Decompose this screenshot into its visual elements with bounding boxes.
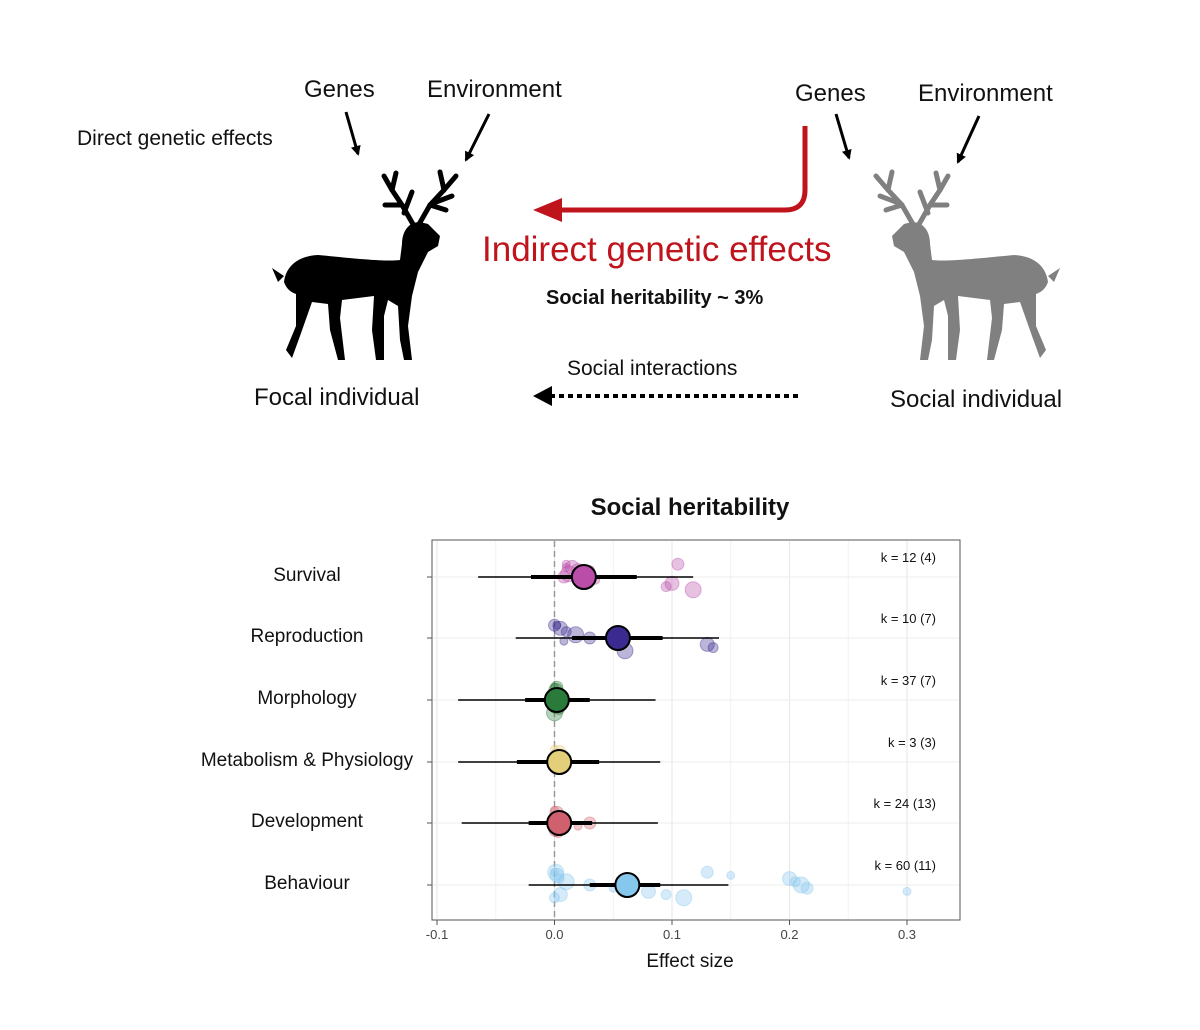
data-point	[671, 557, 685, 571]
data-point	[552, 620, 568, 636]
category-label: Development	[251, 811, 363, 832]
focal-deer-icon	[272, 169, 459, 360]
estimate-point	[546, 810, 573, 836]
environment-arrow-right	[956, 115, 981, 164]
social-interactions-arrow-head	[533, 386, 552, 406]
x-tick-label: 0.2	[780, 927, 799, 942]
right-genes-label: Genes	[795, 80, 866, 107]
social-interactions-label: Social interactions	[567, 357, 738, 380]
x-tick-label: 0.0	[545, 927, 564, 942]
indirect-effects-label: Indirect genetic effects	[482, 230, 832, 269]
data-point	[707, 642, 719, 654]
k-label: k = 37 (7)	[880, 673, 936, 688]
x-axis-label: Effect size	[646, 951, 734, 972]
data-point	[660, 889, 672, 901]
estimate-point	[543, 687, 570, 713]
category-label: Reproduction	[250, 626, 364, 647]
data-point	[561, 562, 571, 572]
data-point	[789, 876, 801, 888]
data-point	[553, 873, 565, 885]
focal-individual-label: Focal individual	[254, 384, 420, 411]
data-point	[557, 873, 575, 891]
category-label: Behaviour	[264, 873, 350, 894]
chart-title: Social heritability	[590, 494, 790, 521]
data-point	[726, 870, 736, 880]
x-tick-label: -0.1	[425, 927, 449, 942]
k-label: k = 10 (7)	[880, 611, 936, 626]
k-label: k = 60 (11)	[874, 858, 936, 873]
data-point	[660, 581, 672, 593]
data-point	[800, 881, 814, 895]
k-label: k = 24 (13)	[873, 796, 936, 811]
data-point	[547, 863, 565, 881]
category-label: Morphology	[257, 688, 357, 709]
left-environment-label: Environment	[427, 76, 562, 103]
data-point	[549, 892, 560, 904]
category-label: Metabolism & Physiology	[200, 750, 414, 771]
data-point	[675, 889, 693, 907]
data-point	[561, 559, 571, 569]
plot-panel	[431, 539, 961, 921]
genes-arrow-right	[834, 113, 852, 160]
social-deer-icon	[873, 169, 1060, 360]
data-point	[782, 871, 797, 887]
x-tick-label: 0.3	[897, 927, 917, 942]
data-point	[560, 626, 572, 638]
data-point	[700, 865, 714, 879]
estimate-point	[604, 625, 631, 651]
x-tick-label: 0.1	[662, 927, 682, 942]
forest-plot	[427, 539, 961, 925]
social-heritability-note: Social heritability ~ 3%	[546, 287, 764, 309]
data-point	[548, 618, 561, 632]
social-individual-label: Social individual	[890, 386, 1063, 413]
indirect-arrow-head	[533, 198, 562, 222]
data-point	[792, 876, 810, 894]
environment-arrow-left	[464, 113, 491, 162]
data-point	[684, 581, 702, 599]
data-point	[550, 867, 559, 877]
estimate-point	[614, 872, 641, 898]
indirect-effect-arrow	[560, 126, 808, 213]
data-point	[902, 886, 912, 896]
data-point	[549, 867, 565, 883]
data-point	[567, 626, 585, 644]
estimate-point	[546, 749, 573, 775]
direct-effects-label: Direct genetic effects	[77, 127, 273, 150]
data-point	[559, 636, 569, 646]
right-environment-label: Environment	[918, 80, 1053, 107]
genes-arrow-left	[344, 111, 361, 156]
category-label: Survival	[273, 565, 341, 586]
plot-marks	[458, 557, 912, 907]
data-point	[552, 620, 562, 630]
k-label: k = 3 (3)	[887, 735, 936, 750]
left-genes-label: Genes	[304, 76, 375, 103]
data-point	[552, 887, 568, 903]
estimate-point	[570, 564, 597, 590]
k-label: k = 12 (4)	[880, 550, 936, 565]
